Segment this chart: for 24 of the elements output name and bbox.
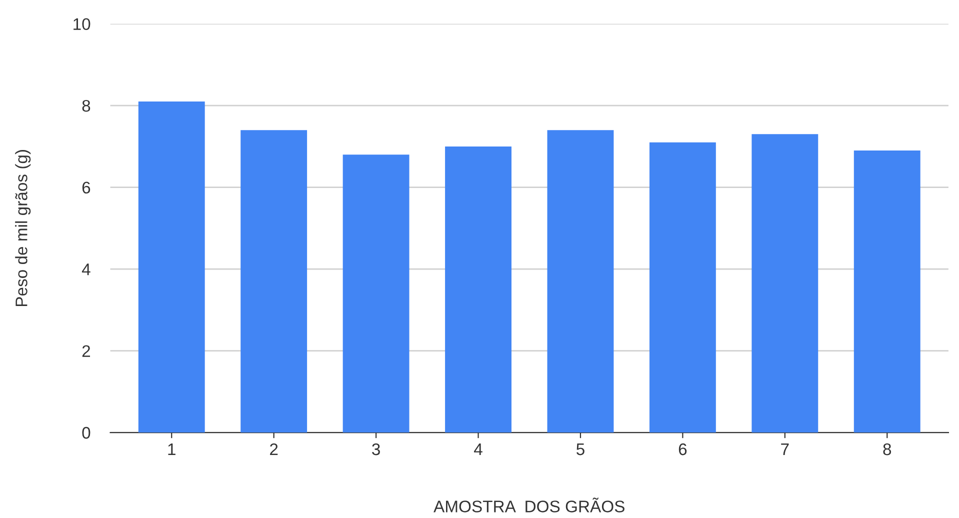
x-tick-label: 1 [168, 444, 176, 456]
y-tick-label: 2 [82, 345, 90, 357]
y-axis-title: Peso de mil grãos (g) [15, 150, 31, 306]
x-tick-label: 8 [883, 443, 892, 456]
bar [138, 101, 205, 433]
x-tick-label: 7 [781, 444, 789, 456]
y-tick-label: 0 [82, 426, 90, 439]
x-tick-label: 2 [270, 443, 278, 456]
bar [240, 130, 308, 433]
y-tick-label: 8 [82, 100, 90, 112]
y-tick-label: 6 [82, 182, 90, 194]
bar [342, 154, 410, 433]
x-axis-title: AMOSTRA DOS GRÃOS [434, 498, 624, 512]
bar [547, 130, 614, 433]
x-tick-label: 5 [576, 444, 584, 456]
bar [752, 134, 818, 433]
bar [445, 146, 512, 433]
bar [854, 150, 920, 433]
x-tick-label: 6 [678, 443, 687, 456]
y-tick-label: 4 [82, 264, 90, 276]
x-tick-label: 4 [474, 444, 482, 456]
x-tick-label: 3 [372, 443, 380, 456]
bar [649, 142, 716, 433]
y-tick-label: 10 [74, 18, 90, 30]
